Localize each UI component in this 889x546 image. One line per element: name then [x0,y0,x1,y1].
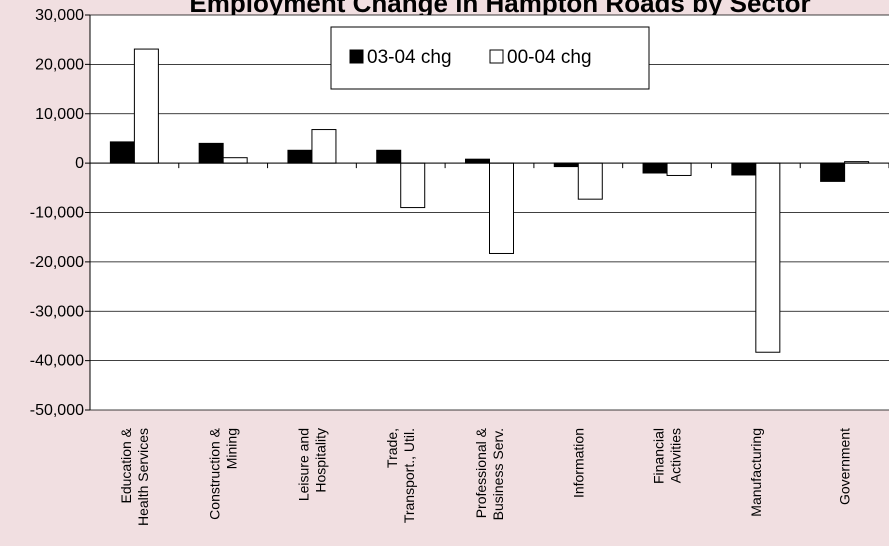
category-label-line: Financial [651,428,667,484]
y-tick-label: -10,000 [30,205,84,222]
gridlines [90,14,889,411]
legend-label: 03-04 chg [367,47,452,68]
x-category-label: Construction &Mining [207,427,240,519]
bar [133,48,159,164]
legend: 03-04 chg 00-04 chg [330,26,650,90]
y-tick-label: -50,000 [30,402,84,419]
bar [666,162,692,176]
bar [489,162,514,254]
x-category-label: Professional &Business Serv. [473,427,506,520]
category-label-line: Government [837,428,853,505]
y-axis-ticks: 30,000 20,000 10,000 0 -10,000 -20,000 -30,000… [30,7,90,419]
y-tick-label: 30,000 [35,7,84,24]
y-tick-label: -20,000 [30,254,84,271]
bar [287,149,313,164]
bar [755,162,781,353]
bar [577,162,603,200]
category-label-line: Information [570,428,586,498]
x-category-label: Government [837,428,853,505]
x-category-label: Education &Health Services [118,427,151,526]
axes [89,15,889,410]
x-axis-categories: Education &Health Services Construction &… [118,427,853,526]
x-category-label: FinancialActivities [651,428,684,484]
y-tick-label: 20,000 [35,56,84,73]
chart-title: Employment Change in Hampton Roads by Se… [189,0,810,18]
bar [820,162,846,182]
category-label-line: Trade, [384,428,400,468]
bar [311,129,337,164]
bar [553,162,579,168]
category-label-line: Professional & [473,427,489,518]
bar [198,142,224,164]
bar [731,162,757,176]
category-label-line: Construction & [207,427,223,519]
category-label-line: Education & [118,427,134,503]
x-category-label: Trade,Transport., Util. [384,428,417,523]
category-label-line: Activities [668,428,684,483]
bar [465,158,490,164]
x-category-label: Manufacturing [748,428,764,517]
category-label-line: Manufacturing [748,428,764,517]
y-tick-label: 10,000 [35,106,84,123]
category-label-line: Business Serv. [490,428,506,520]
category-label-line: Mining [224,428,240,469]
bar [642,162,668,174]
y-tick-label: -40,000 [30,353,84,370]
category-label-line: Hospitality [312,428,328,493]
legend-label: 00-04 chg [507,47,592,68]
category-label-line: Leisure and [295,428,311,501]
y-tick-label: 0 [75,155,84,172]
bar [400,162,426,209]
category-label-line: Health Services [135,428,151,526]
bar [376,149,402,164]
legend-swatch [349,49,364,64]
bar [222,157,248,164]
x-category-label: Information [570,428,586,498]
x-category-label: Leisure andHospitality [295,428,328,501]
y-tick-label: -30,000 [30,303,84,320]
category-label-line: Transport., Util. [401,428,417,523]
bar [109,141,135,164]
legend-swatch [489,49,504,64]
